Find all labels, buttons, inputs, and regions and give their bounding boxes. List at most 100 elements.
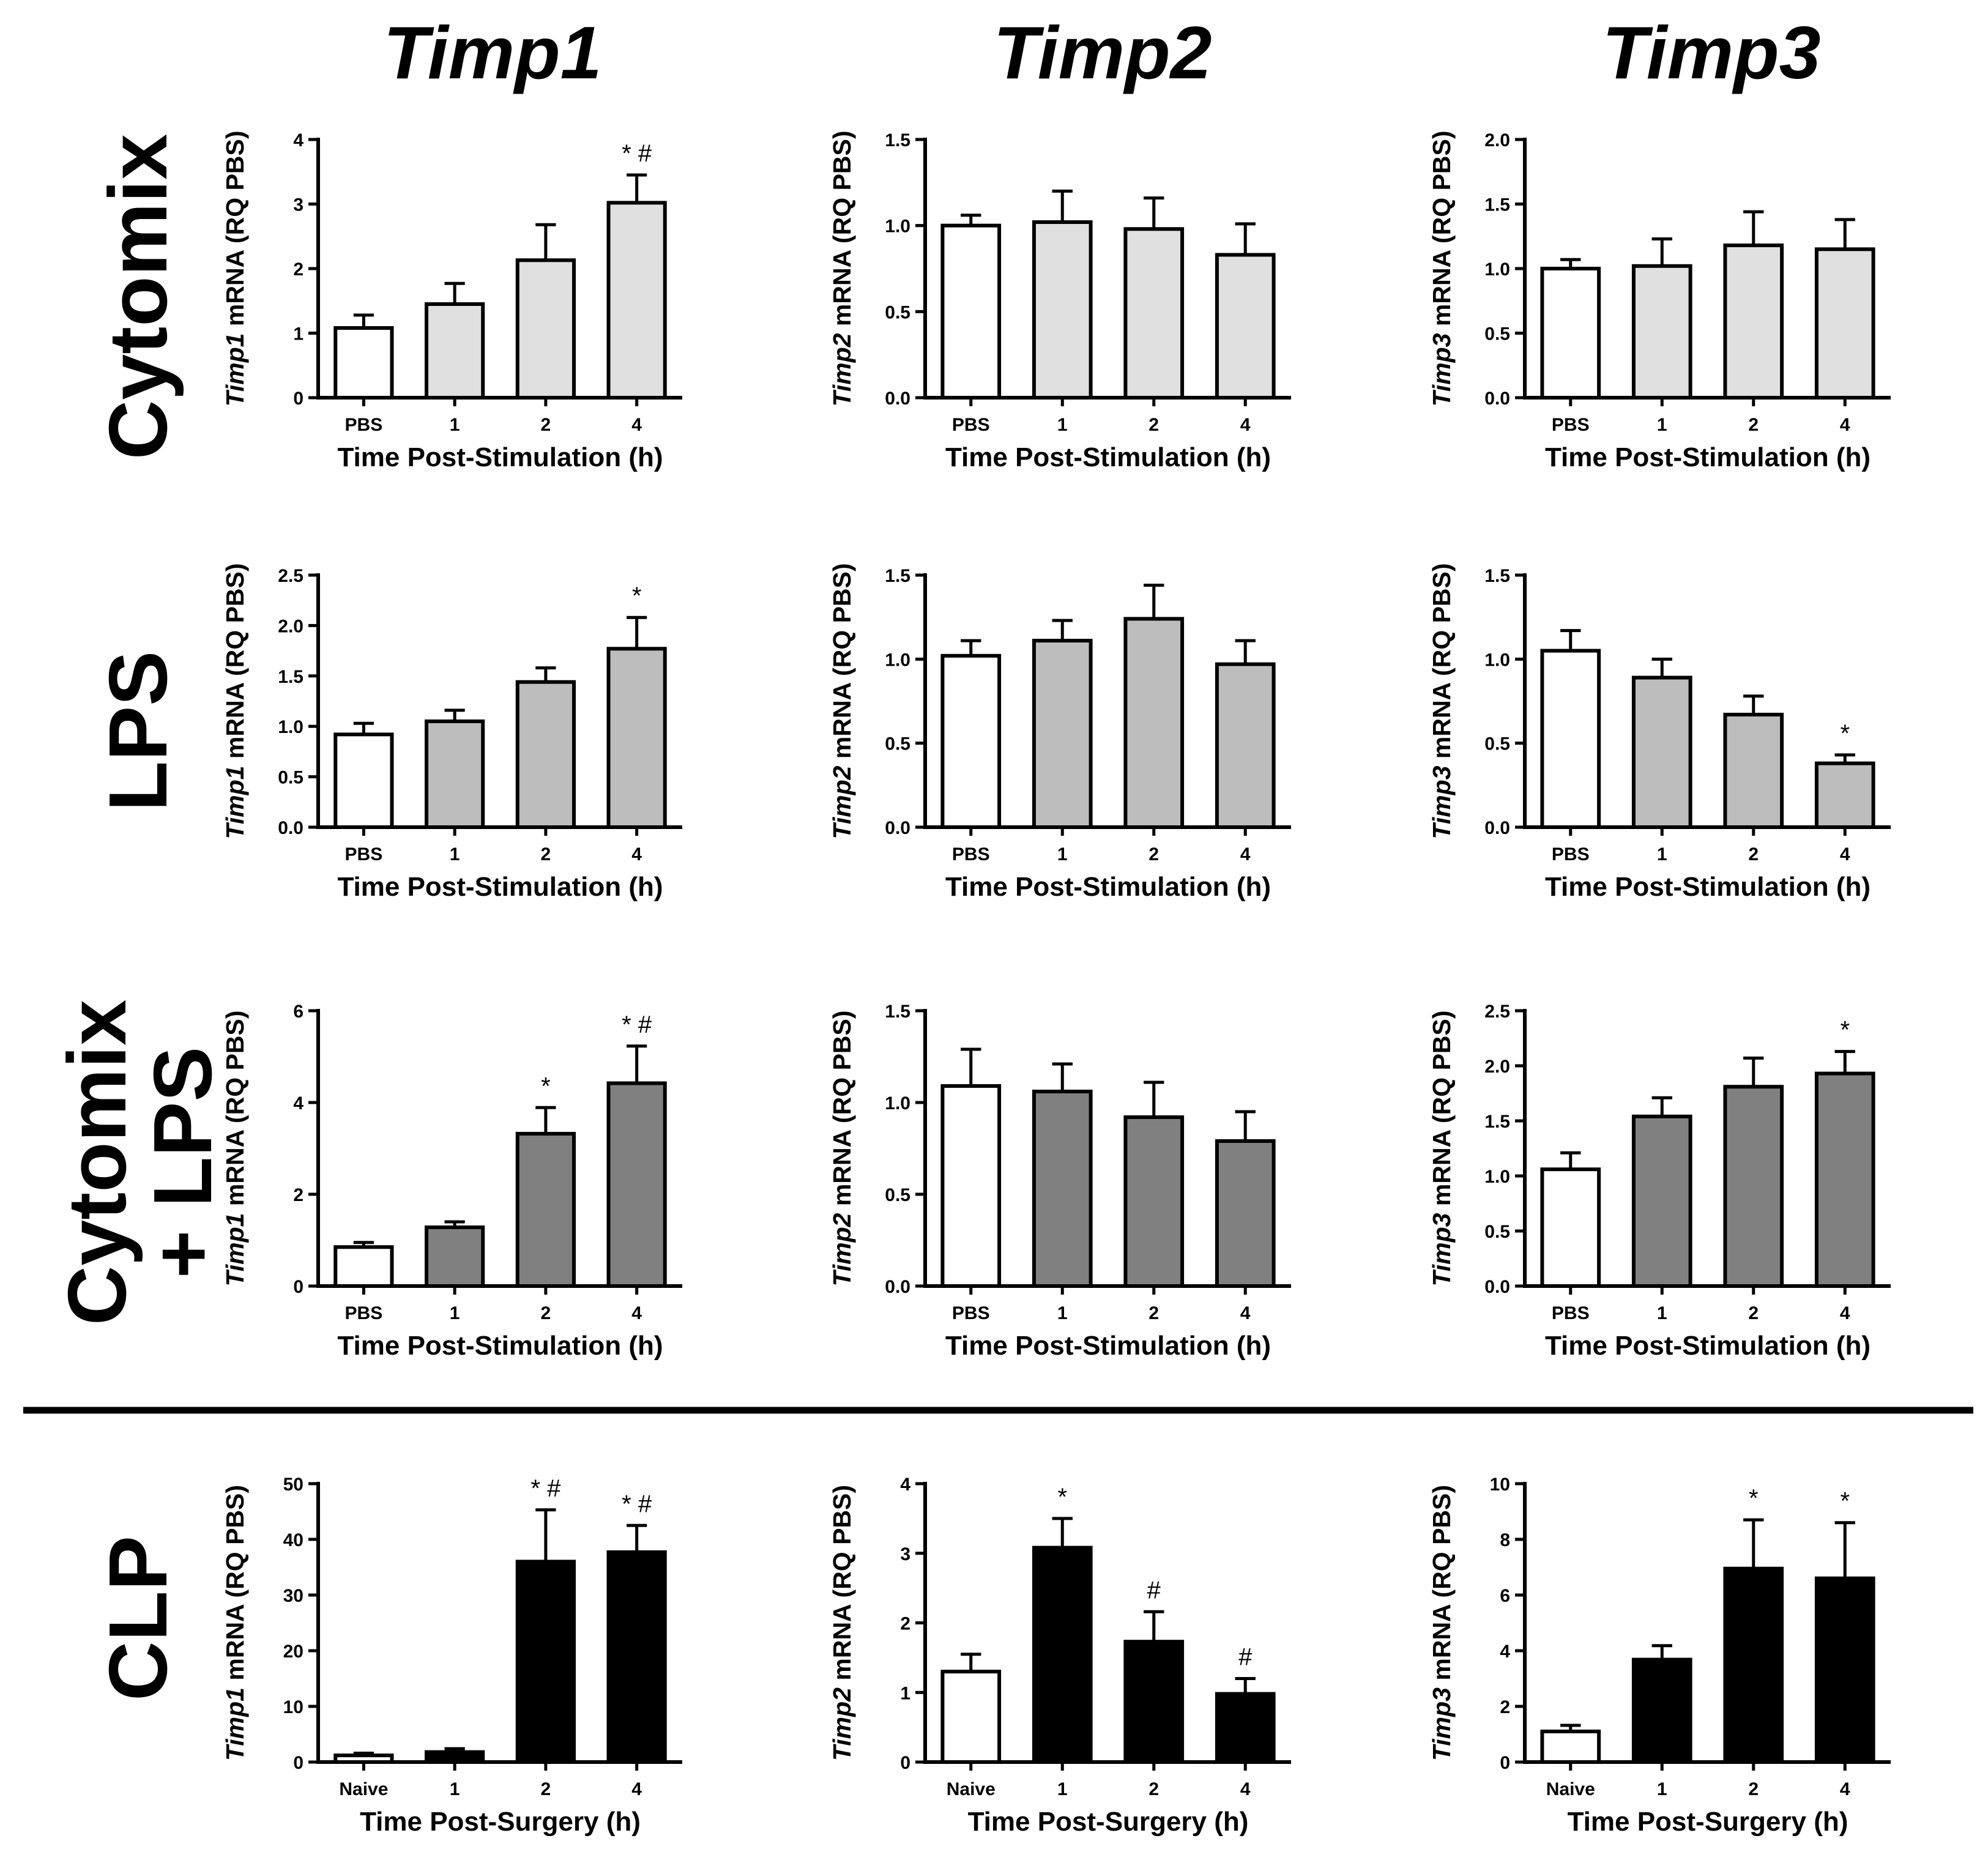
x-tick-label: 4 xyxy=(1840,1779,1850,1799)
y-tick-label: 3 xyxy=(293,195,303,215)
x-tick-label: 4 xyxy=(1240,1779,1251,1799)
y-tick-label: 2 xyxy=(1500,1697,1510,1717)
y-tick-label: 2.5 xyxy=(1484,1002,1510,1022)
x-axis-title: Time Post-Stimulation (h) xyxy=(1545,872,1871,902)
x-tick-label: 4 xyxy=(1840,1303,1850,1323)
bar-4 xyxy=(606,1081,667,1288)
x-tick-label: 1 xyxy=(450,844,460,865)
y-tick-label: 1.0 xyxy=(1484,259,1510,280)
bar-4 xyxy=(1814,247,1875,400)
x-tick-label: 2 xyxy=(541,1303,551,1323)
bar-naive xyxy=(940,1670,1002,1764)
y-tick-label: 0.5 xyxy=(885,1185,910,1205)
bar-2 xyxy=(1123,617,1185,829)
row-label-line: Cytomix xyxy=(92,134,184,460)
x-tick-label: Naive xyxy=(947,1779,996,1799)
row-label-line: + LPS xyxy=(136,1047,229,1279)
y-tick-label: 1.5 xyxy=(885,566,910,586)
y-axis-unit: mRNA (RQ PBS) xyxy=(221,130,249,333)
x-axis-title: Time Post-Stimulation (h) xyxy=(945,1331,1271,1361)
x-tick-label: 2 xyxy=(541,844,551,865)
y-tick-label: 10 xyxy=(283,1697,303,1717)
bar-1 xyxy=(1032,639,1093,829)
y-axis-title: Timp2 mRNA (RQ PBS) xyxy=(828,130,856,406)
y-tick-label: 2 xyxy=(293,1185,303,1205)
y-tick-label: 0.5 xyxy=(1484,734,1510,754)
bar-1 xyxy=(425,302,485,400)
y-axis-unit: mRNA (RQ PBS) xyxy=(1428,563,1456,765)
bar-pbs xyxy=(1540,1167,1601,1288)
chart-cytomix-timp1: PBS 1 2 * # 4 0 1 2 3 4 Timp1 mRNA (RQ PBS) Time Po… xyxy=(221,130,682,472)
y-tick-label: 0.0 xyxy=(885,389,910,409)
y-tick-label: 2.0 xyxy=(1484,130,1510,151)
bar-2 xyxy=(515,258,576,400)
y-tick-label: 1.0 xyxy=(1484,650,1510,670)
y-tick-label: 0.5 xyxy=(1484,324,1510,344)
y-axis-title: Timp3 mRNA (RQ PBS) xyxy=(1428,1485,1456,1761)
bar-1 xyxy=(425,1225,485,1288)
bar-4 xyxy=(1215,1692,1276,1764)
y-tick-label: 0.5 xyxy=(885,734,910,754)
y-tick-label: 0.0 xyxy=(1484,818,1510,838)
x-tick-label: 1 xyxy=(450,1303,460,1323)
bar-1 xyxy=(1032,1090,1093,1288)
x-tick-label: 4 xyxy=(1240,1303,1251,1323)
y-tick-label: 4 xyxy=(293,130,303,151)
bar-1 xyxy=(1631,1657,1692,1765)
chart-cytomix-timp3: PBS 1 2 4 0.0 0.5 1.0 1.5 2.0 Timp3 mRNA (RQ PBS)… xyxy=(1428,130,1891,472)
significance-label: * xyxy=(541,1073,551,1099)
x-tick-label: PBS xyxy=(952,1303,990,1323)
y-axis-gene: Timp3 xyxy=(1428,1213,1456,1286)
bar-1 xyxy=(1032,220,1093,400)
bar-4 xyxy=(1814,1576,1875,1764)
bar-1 xyxy=(1631,675,1692,829)
bar-2 xyxy=(515,1132,576,1288)
x-axis-title: Time Post-Surgery (h) xyxy=(1568,1807,1848,1837)
y-axis-gene: Timp3 xyxy=(1428,333,1456,406)
y-axis-gene: Timp1 xyxy=(221,333,249,407)
y-tick-label: 6 xyxy=(1500,1586,1510,1606)
y-axis-gene: Timp2 xyxy=(828,1213,856,1286)
column-header-timp2: Timp2 xyxy=(993,11,1212,94)
x-tick-label: PBS xyxy=(345,1303,383,1323)
x-tick-label: 4 xyxy=(1240,415,1251,435)
x-tick-label: 2 xyxy=(541,1779,551,1799)
bar-pbs xyxy=(940,653,1002,829)
y-tick-label: 1 xyxy=(293,324,303,344)
x-axis-title: Time Post-Stimulation (h) xyxy=(945,442,1271,472)
y-axis-unit: mRNA (RQ PBS) xyxy=(221,563,249,765)
y-tick-label: 4 xyxy=(293,1093,303,1114)
y-tick-label: 1.0 xyxy=(278,717,303,737)
row-label-3: CLP xyxy=(92,1536,184,1701)
y-tick-label: 0.0 xyxy=(278,818,303,838)
row-label-line: CLP xyxy=(92,1536,184,1701)
chart-cytomixlps-timp1: PBS 1 * 2 * # 4 0 2 4 6 Timp1 mRNA (RQ PBS) Time Po… xyxy=(221,1002,682,1361)
y-axis-unit: mRNA (RQ PBS) xyxy=(828,563,856,765)
significance-label: * xyxy=(1840,1488,1850,1515)
x-axis-title: Time Post-Stimulation (h) xyxy=(337,872,663,902)
x-tick-label: 2 xyxy=(1148,415,1159,435)
bar-1 xyxy=(425,719,485,829)
y-axis-title: Timp1 mRNA (RQ PBS) xyxy=(221,130,249,406)
bar-2 xyxy=(1123,227,1185,400)
x-tick-label: 1 xyxy=(1057,1779,1068,1799)
row-label-0: Cytomix xyxy=(92,134,184,460)
bar-pbs xyxy=(333,326,394,400)
y-tick-label: 3 xyxy=(900,1544,910,1564)
x-tick-label: PBS xyxy=(345,415,383,435)
y-axis-title: Timp1 mRNA (RQ PBS) xyxy=(221,563,249,839)
y-tick-label: 0 xyxy=(293,389,303,409)
bar-4 xyxy=(606,647,667,829)
x-tick-label: 1 xyxy=(1057,415,1068,435)
bar-1 xyxy=(1631,264,1692,400)
y-tick-label: 2.0 xyxy=(278,616,303,636)
y-tick-label: 1.5 xyxy=(885,130,910,151)
y-axis-gene: Timp3 xyxy=(1428,1687,1456,1761)
y-tick-label: 1.5 xyxy=(1484,1112,1510,1132)
y-tick-label: 0 xyxy=(900,1753,910,1773)
x-tick-label: PBS xyxy=(345,844,383,865)
y-tick-label: 50 xyxy=(283,1475,303,1495)
